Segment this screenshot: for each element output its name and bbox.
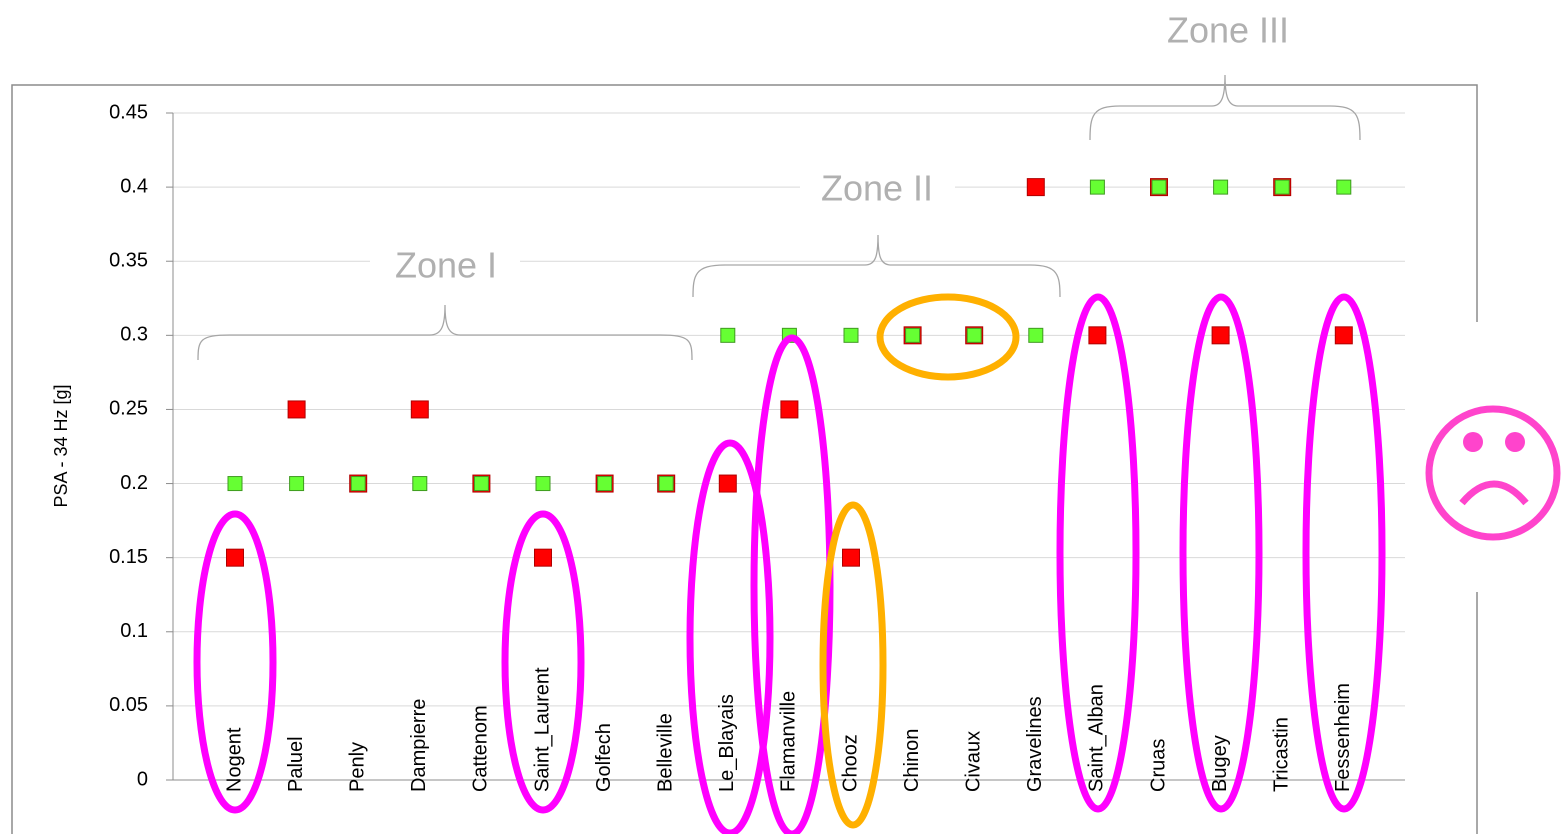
marker <box>843 327 859 343</box>
highlight <box>1056 293 1140 813</box>
categories: Nogent Paluel Penly Dampierre Cattenom Saint_… <box>223 667 1354 792</box>
marker <box>718 474 737 493</box>
zone-brace <box>692 234 1061 298</box>
marker <box>1211 326 1230 345</box>
marker <box>1213 179 1229 195</box>
x-tick-label: Chinon <box>901 729 923 792</box>
eye <box>1505 432 1525 452</box>
x-tick-label: Chooz <box>839 734 861 792</box>
y-tick-label: 0 <box>137 768 148 790</box>
x-tick-label: Bugey <box>1209 735 1231 792</box>
marker <box>535 476 551 492</box>
x-tick-label: Penly <box>346 742 368 792</box>
marker <box>905 327 921 343</box>
highlight <box>193 510 277 814</box>
x-tick-label: Tricastin <box>1270 717 1292 792</box>
y-tick-label: 0.3 <box>120 324 148 346</box>
y-tick-label: 0.2 <box>120 472 148 494</box>
marker <box>227 476 243 492</box>
zone-label: Zone III <box>1167 10 1289 51</box>
zone-label: Zone I <box>395 245 497 286</box>
marker <box>534 548 552 567</box>
marks <box>226 178 1353 567</box>
highlight <box>819 501 887 829</box>
marker <box>226 548 244 567</box>
zone-label: Zone II <box>821 168 933 209</box>
marker <box>597 476 613 492</box>
x-tick-label: Belleville <box>654 713 676 792</box>
highlights <box>193 293 1386 834</box>
marker <box>658 476 674 492</box>
marker <box>1028 327 1044 343</box>
marker <box>410 400 429 419</box>
x-tick-label: Cattenom <box>470 705 492 792</box>
marker <box>780 400 799 419</box>
y-tick-label: 0.4 <box>120 175 148 197</box>
marker <box>412 476 428 492</box>
marker <box>1088 326 1107 345</box>
x-tick-label: Fessenheim <box>1332 683 1354 792</box>
marker <box>1274 179 1290 195</box>
marker <box>842 548 860 567</box>
frame-gap <box>1470 322 1482 592</box>
sad-face <box>1425 405 1561 541</box>
y-tick-label: 0.15 <box>109 546 148 568</box>
marker <box>1089 179 1105 195</box>
x-tick-label: Saint_Alban <box>1086 684 1108 792</box>
x-tick-label: Cruas <box>1147 739 1169 792</box>
grid: 0 0.05 0.1 0.15 0.2 0.25 0.3 0.35 0.4 0.45 <box>109 101 1405 790</box>
x-tick-label: Nogent <box>223 727 245 792</box>
highlight <box>686 439 774 834</box>
marker <box>1334 326 1353 345</box>
marker <box>1026 178 1045 197</box>
y-tick-label: 0.35 <box>109 250 148 272</box>
highlight <box>1302 293 1386 813</box>
face <box>1425 405 1561 541</box>
marker <box>350 476 366 492</box>
x-tick-label: Saint_Laurent <box>531 667 553 792</box>
x-tick-label: Dampierre <box>408 699 430 792</box>
marker <box>720 327 736 343</box>
y-axis-label: PSA - 34 Hz [g] <box>51 384 71 507</box>
highlight <box>501 510 585 814</box>
zone-brace <box>197 304 693 361</box>
marker <box>287 400 306 419</box>
y-tick-label: 0.05 <box>109 694 148 716</box>
x-tick-label: Civaux <box>962 731 984 792</box>
zone-brace <box>1089 74 1361 141</box>
eye <box>1463 432 1483 452</box>
y-tick-label: 0.25 <box>109 398 148 420</box>
marker <box>1336 179 1352 195</box>
label-bg <box>800 168 955 213</box>
marker <box>289 476 305 492</box>
x-tick-label: Paluel <box>285 736 307 792</box>
x-tick-label: Flamanville <box>778 691 800 792</box>
y-tick-label: 0.45 <box>109 101 148 123</box>
y-tick-label: 0.1 <box>120 620 148 642</box>
highlight <box>1179 293 1263 813</box>
marker <box>473 476 489 492</box>
x-tick-label: Le_Blayais <box>716 694 738 792</box>
label-bg <box>370 245 520 290</box>
x-tick-label: Golfech <box>593 723 615 792</box>
x-tick-label: Gravelines <box>1024 696 1046 792</box>
highlight <box>876 293 1020 381</box>
marker <box>1151 179 1167 195</box>
marker <box>966 327 982 343</box>
mouth <box>1459 480 1529 506</box>
